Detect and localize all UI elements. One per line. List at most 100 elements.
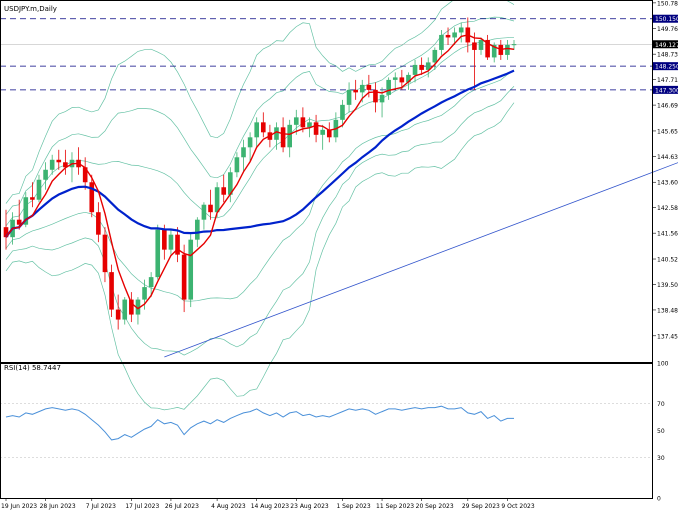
candle[interactable] <box>201 202 207 230</box>
candle[interactable] <box>247 132 253 163</box>
candle-body <box>247 137 253 148</box>
candle[interactable] <box>458 22 464 43</box>
candle[interactable] <box>419 57 424 75</box>
candle[interactable] <box>148 272 154 298</box>
x-tick-label: 26 Jul 2023 <box>165 503 199 510</box>
candle-body <box>340 104 345 120</box>
candle[interactable] <box>175 227 180 263</box>
candle[interactable] <box>234 152 240 178</box>
candle[interactable] <box>346 82 352 113</box>
candle[interactable] <box>155 224 161 280</box>
candle-body <box>23 197 29 225</box>
candle[interactable] <box>109 264 114 318</box>
y-tick-label: 149.765 <box>657 26 678 33</box>
candle[interactable] <box>425 57 431 78</box>
candle[interactable] <box>162 224 167 260</box>
y-tick-label: 146.690 <box>657 103 678 110</box>
candle[interactable] <box>135 297 141 325</box>
candle[interactable] <box>221 174 227 203</box>
candle[interactable] <box>82 157 88 190</box>
candle-body <box>16 219 22 225</box>
candle-body <box>30 197 35 200</box>
candle-body <box>287 124 292 148</box>
candle-body <box>419 64 424 70</box>
x-tick-label: 29 Sep 2023 <box>462 503 500 510</box>
candle[interactable] <box>214 182 220 218</box>
candle-body <box>36 179 42 200</box>
rsi-pane-frame <box>0 363 653 499</box>
candle[interactable] <box>274 122 279 150</box>
candle[interactable] <box>439 29 444 55</box>
candle[interactable] <box>485 34 490 60</box>
candle-body <box>293 117 299 125</box>
candle[interactable] <box>452 27 457 45</box>
rsi-line <box>5 405 514 441</box>
candle[interactable] <box>320 124 325 150</box>
candle[interactable] <box>129 292 134 323</box>
candle[interactable] <box>392 72 398 90</box>
candle[interactable] <box>491 42 497 63</box>
candle[interactable] <box>56 149 62 170</box>
candle[interactable] <box>445 27 451 45</box>
candle[interactable] <box>115 294 121 330</box>
candle-body <box>122 299 128 320</box>
candle[interactable] <box>353 79 358 100</box>
candle[interactable] <box>122 297 128 325</box>
candle[interactable] <box>89 174 95 218</box>
candle[interactable] <box>241 139 246 173</box>
rsi-tick-label: 70 <box>657 401 665 408</box>
candle[interactable] <box>287 119 292 158</box>
candle[interactable] <box>63 149 68 175</box>
x-tick-label: 9 Oct 2023 <box>501 503 534 510</box>
candle[interactable] <box>313 114 319 143</box>
candle[interactable] <box>30 182 35 208</box>
price-pane-frame <box>0 0 653 363</box>
candle-body <box>399 77 405 83</box>
candle-body <box>49 159 55 170</box>
candle[interactable] <box>432 47 438 70</box>
candle-body <box>346 89 352 105</box>
candle[interactable] <box>3 209 9 250</box>
candle-body <box>228 172 233 195</box>
candle[interactable] <box>181 244 187 313</box>
candle-body <box>425 62 431 70</box>
rsi-tick-label: 0 <box>657 496 661 503</box>
candle[interactable] <box>366 74 372 98</box>
band-line <box>5 102 515 411</box>
candle-body <box>201 204 207 220</box>
candle[interactable] <box>208 189 213 220</box>
candle[interactable] <box>49 154 55 175</box>
x-tick-label: 11 Sep 2023 <box>376 503 414 510</box>
candle[interactable] <box>326 122 332 143</box>
candle[interactable] <box>260 112 266 138</box>
rsi-label: RSI(14) 58.7447 <box>4 364 61 372</box>
price-marker-tag <box>653 14 678 23</box>
candle[interactable] <box>505 39 510 60</box>
price-marker-tag <box>653 40 678 49</box>
candle[interactable] <box>43 162 48 190</box>
candle[interactable] <box>373 82 378 113</box>
candle[interactable] <box>16 199 22 230</box>
candle[interactable] <box>386 77 391 100</box>
candle[interactable] <box>280 117 286 153</box>
candle-body <box>412 64 418 75</box>
candle-body <box>505 44 510 55</box>
candle[interactable] <box>511 39 517 50</box>
candle[interactable] <box>478 37 484 55</box>
rsi-pane[interactable] <box>0 403 653 458</box>
candle[interactable] <box>412 59 418 83</box>
y-tick-label: 144.635 <box>657 154 678 161</box>
candle[interactable] <box>102 227 108 283</box>
candle[interactable] <box>254 117 260 148</box>
candle[interactable] <box>36 174 42 203</box>
candle[interactable] <box>472 32 477 90</box>
price-pane[interactable] <box>0 0 678 411</box>
candle[interactable] <box>96 202 101 243</box>
candle-body <box>326 129 332 138</box>
candle-body <box>82 167 88 183</box>
candle[interactable] <box>168 229 174 255</box>
candle[interactable] <box>188 232 194 308</box>
candle[interactable] <box>340 99 345 128</box>
trendline[interactable] <box>164 142 678 358</box>
candle[interactable] <box>228 167 233 203</box>
